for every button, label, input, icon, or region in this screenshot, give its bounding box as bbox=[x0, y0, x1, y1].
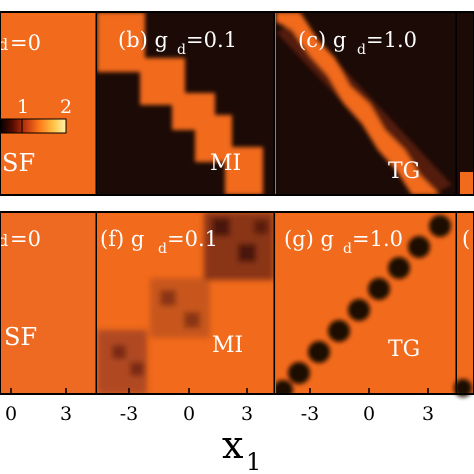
panel-f-phase-label: MI bbox=[212, 333, 243, 358]
panel-g-dot bbox=[368, 278, 390, 300]
panel-c-label: (c) g d =1.0 bbox=[298, 28, 417, 58]
panel-e-label-value: =0 bbox=[10, 227, 41, 251]
x-tick-label: 0 bbox=[5, 403, 17, 425]
panel-g-dot bbox=[328, 320, 350, 342]
panel-d-fragment bbox=[460, 172, 474, 195]
colorbar-tick-1: 1 bbox=[17, 96, 29, 118]
panel-b-label: (b) g d =0.1 bbox=[118, 28, 237, 58]
x-tick-label: -3 bbox=[301, 403, 320, 425]
panel-c-top: (c) g d =1.0 TG bbox=[276, 12, 456, 195]
panel-g-label: (g) g d =1.0 bbox=[284, 227, 403, 257]
x-tick-label: -3 bbox=[120, 403, 139, 425]
top-row-frame bbox=[0, 11, 474, 196]
panel-f-label-value: =0.1 bbox=[167, 227, 218, 251]
bottom-row-frame bbox=[0, 211, 474, 395]
colorbar-gradient bbox=[0, 118, 67, 134]
panel-a-label-prefix: d bbox=[0, 35, 8, 54]
panel-c-label-sub: d bbox=[357, 42, 366, 58]
panel-d-background bbox=[457, 12, 474, 195]
x-tick-label: 0 bbox=[183, 403, 195, 425]
panel-g-label-value: =1.0 bbox=[352, 227, 403, 251]
panel-f-block bbox=[160, 290, 176, 306]
panel-g-dot bbox=[288, 362, 310, 384]
x-tick-label: 3 bbox=[60, 403, 72, 425]
panel-c-diagonal-band bbox=[276, 12, 440, 195]
panel-f-label-prefix: (f) g bbox=[100, 227, 144, 251]
panel-b-phase-label: MI bbox=[210, 151, 241, 176]
panel-e-bottom: d =0 SF bbox=[0, 212, 96, 394]
panel-f-label: (f) g d =0.1 bbox=[100, 227, 218, 257]
panel-a-label: d =0 bbox=[0, 31, 41, 55]
panel-f-bottom: (f) g d =0.1 MI bbox=[97, 212, 274, 394]
colorbar: 1 2 bbox=[0, 96, 72, 134]
x-axis-label-sub: 1 bbox=[246, 448, 261, 474]
panel-b-top: (b) g d =0.1 MI bbox=[97, 12, 274, 195]
panel-c-label-value: =1.0 bbox=[366, 28, 417, 52]
panel-h-background bbox=[457, 212, 474, 394]
panel-g-phase-label: TG bbox=[388, 337, 420, 362]
panel-a-label-value: =0 bbox=[10, 31, 41, 55]
panel-b-label-value: =0.1 bbox=[186, 28, 237, 52]
panel-f-block bbox=[150, 278, 210, 338]
panel-g-dot bbox=[408, 236, 430, 258]
panel-a-phase-label: SF bbox=[2, 149, 35, 177]
x-axis-ticks bbox=[10, 388, 429, 394]
panel-b-label-prefix: (b) g bbox=[118, 28, 168, 52]
panel-d-top bbox=[457, 12, 474, 195]
x-tick-label: 0 bbox=[363, 403, 375, 425]
panel-e-phase-label: SF bbox=[4, 323, 37, 351]
x-axis-tick-labels: 0 3 -3 0 3 -3 0 3 bbox=[5, 403, 434, 425]
panel-g-dot bbox=[429, 215, 451, 237]
panel-b-block-staircase bbox=[97, 12, 273, 195]
x-tick-label: 3 bbox=[422, 403, 434, 425]
panel-f-block bbox=[254, 220, 268, 234]
panel-f-block bbox=[112, 345, 126, 359]
panel-f-block bbox=[130, 362, 144, 376]
panel-e-label-prefix: d bbox=[0, 231, 8, 250]
panel-h-dot bbox=[454, 379, 472, 397]
panel-g-dot bbox=[348, 299, 370, 321]
panel-g-label-prefix: (g) g bbox=[284, 227, 334, 251]
panel-g-dot bbox=[276, 380, 293, 394]
panel-g-bottom: (g) g d =1.0 TG bbox=[276, 212, 456, 394]
panel-h-bottom: ( bbox=[454, 212, 474, 397]
panel-g-dot bbox=[308, 341, 330, 363]
x-axis-label-main: x bbox=[222, 423, 243, 467]
panel-f-block bbox=[184, 312, 200, 328]
panel-g-dot bbox=[388, 257, 410, 279]
x-tick-label: 3 bbox=[241, 403, 253, 425]
panel-a-top: d =0 1 2 SF bbox=[0, 12, 96, 195]
colorbar-tick-2: 2 bbox=[60, 96, 72, 118]
x-axis-label: x 1 bbox=[222, 423, 261, 474]
panel-a-background bbox=[0, 12, 96, 195]
panel-e-background bbox=[0, 212, 96, 394]
panel-f-label-sub: d bbox=[158, 241, 167, 257]
panel-b-label-sub: d bbox=[177, 42, 186, 58]
panel-f-block bbox=[238, 244, 256, 262]
panel-c-label-prefix: (c) g bbox=[298, 28, 346, 52]
panel-h-label-prefix: ( bbox=[462, 227, 470, 251]
panel-c-phase-label: TG bbox=[388, 159, 420, 184]
panel-f-block bbox=[212, 218, 230, 236]
panel-e-label: d =0 bbox=[0, 227, 41, 251]
panel-g-label-sub: d bbox=[343, 241, 352, 257]
